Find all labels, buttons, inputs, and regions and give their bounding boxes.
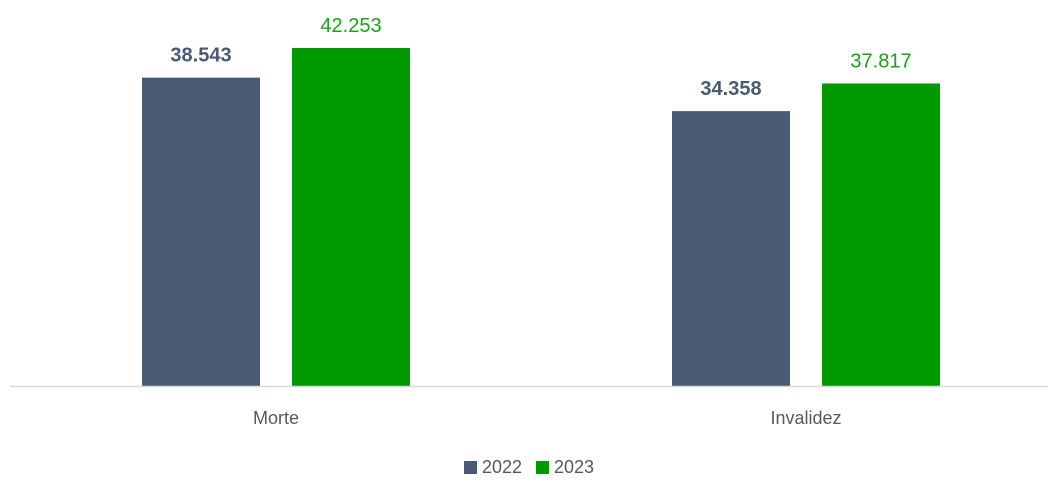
legend-label-2023: 2023 bbox=[554, 457, 595, 477]
legend-label-2022: 2022 bbox=[481, 457, 522, 477]
data-label-2022-morte: 38.543 bbox=[170, 45, 231, 67]
bar-2022-invalidez bbox=[672, 111, 790, 387]
legend: 2022 2023 bbox=[0, 457, 1058, 478]
legend-swatch-2022 bbox=[463, 461, 477, 474]
bar-2023-morte bbox=[292, 47, 410, 386]
data-label-2023-morte: 42.253 bbox=[320, 15, 381, 37]
legend-swatch-2023 bbox=[536, 461, 549, 474]
legend-item-2022: 2022 bbox=[463, 457, 522, 478]
bar-2023-invalidez bbox=[822, 83, 940, 387]
bar-2022-morte bbox=[142, 77, 260, 386]
category-label-invalidez: Invalidez bbox=[770, 408, 841, 428]
data-label-2022-invalidez: 34.358 bbox=[700, 78, 761, 100]
data-label-2023-invalidez: 37.817 bbox=[850, 50, 911, 72]
legend-item-2023: 2023 bbox=[536, 457, 594, 478]
category-label-morte: Morte bbox=[253, 408, 299, 428]
